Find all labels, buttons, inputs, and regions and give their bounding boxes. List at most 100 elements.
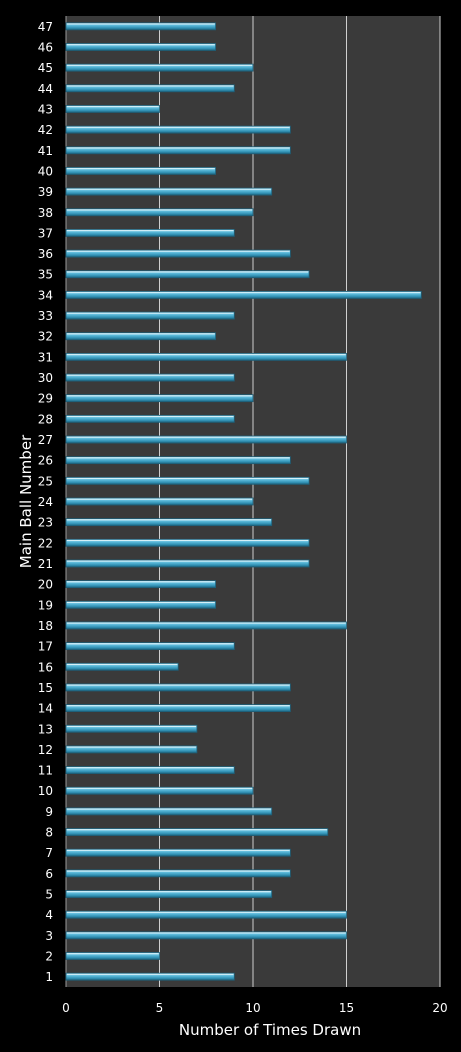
bar	[65, 414, 235, 423]
bar-group	[65, 43, 217, 51]
y-tick-label: 25	[38, 474, 53, 488]
bar	[65, 786, 254, 795]
x-tick-label: 15	[339, 1001, 354, 1015]
bar-group	[65, 208, 254, 217]
bar-group	[65, 910, 347, 919]
bar-group	[65, 352, 347, 361]
bar	[65, 311, 235, 320]
bars	[65, 22, 422, 981]
y-tick-label: 42	[38, 123, 53, 137]
y-tick-label: 33	[38, 309, 53, 323]
bar	[65, 291, 422, 299]
y-tick-label: 22	[38, 536, 53, 550]
bar-group	[65, 394, 254, 403]
y-tick-label: 28	[38, 412, 53, 426]
bar-group	[65, 63, 254, 72]
bar	[65, 125, 291, 134]
bar	[65, 621, 347, 630]
bar-group	[65, 807, 273, 816]
y-tick-label: 12	[38, 743, 53, 757]
bar	[65, 972, 235, 981]
bar	[65, 167, 217, 175]
y-tick-label: 19	[38, 598, 53, 612]
bar	[65, 105, 160, 113]
bar-group	[65, 890, 273, 898]
bar	[65, 63, 254, 72]
y-tick-labels: 1234567891011121314151617181920212223242…	[38, 20, 53, 984]
bar-group	[65, 848, 291, 857]
bar	[65, 518, 273, 527]
bar	[65, 373, 235, 382]
x-tick-labels: 0 5 10 15 20	[62, 1001, 447, 1015]
bar-group	[65, 869, 291, 878]
bar	[65, 724, 198, 733]
bar-group	[65, 786, 254, 795]
bar	[65, 890, 273, 898]
bar-group	[65, 167, 217, 175]
y-tick-label: 27	[38, 433, 53, 447]
y-tick-label: 36	[38, 247, 53, 261]
y-tick-label: 1	[45, 970, 53, 984]
bar	[65, 476, 310, 485]
bar	[65, 580, 217, 589]
bar-group	[65, 373, 235, 382]
y-tick-label: 17	[38, 640, 53, 654]
y-tick-label: 14	[38, 702, 53, 716]
y-tick-label: 6	[45, 867, 53, 881]
bar-group	[65, 84, 235, 93]
bar-group	[65, 270, 310, 279]
bar	[65, 332, 217, 341]
y-tick-label: 32	[38, 330, 53, 344]
bar	[65, 662, 179, 671]
bar	[65, 435, 347, 444]
bar	[65, 642, 235, 651]
y-tick-label: 20	[38, 578, 53, 592]
bar	[65, 229, 235, 237]
y-tick-label: 2	[45, 950, 53, 964]
bar	[65, 146, 291, 155]
bar	[65, 43, 217, 51]
bar	[65, 497, 254, 506]
bar-group	[65, 497, 254, 506]
y-tick-label: 38	[38, 206, 53, 220]
bar-group	[65, 456, 291, 465]
bar-group	[65, 518, 273, 527]
bar-group	[65, 972, 235, 981]
y-tick-label: 30	[38, 371, 53, 385]
bar	[65, 456, 291, 465]
y-tick-label: 47	[38, 20, 53, 34]
bar	[65, 828, 329, 836]
bar-group	[65, 332, 217, 341]
y-tick-label: 39	[38, 185, 53, 199]
bar-group	[65, 476, 310, 485]
y-tick-label: 46	[38, 40, 53, 54]
bar	[65, 766, 235, 774]
bar	[65, 187, 273, 196]
bar-group	[65, 683, 291, 692]
bar	[65, 249, 291, 258]
y-tick-label: 16	[38, 660, 53, 674]
bar-group	[65, 952, 160, 960]
bar-group	[65, 766, 235, 774]
bar-group	[65, 187, 273, 196]
bar-group	[65, 931, 347, 940]
y-tick-label: 21	[38, 557, 53, 571]
bar	[65, 869, 291, 878]
y-tick-label: 5	[45, 888, 53, 902]
y-tick-label: 45	[38, 61, 53, 75]
bar	[65, 600, 217, 609]
bar	[65, 270, 310, 279]
bar-group	[65, 538, 310, 547]
x-tick-label: 10	[245, 1001, 260, 1015]
y-tick-label: 43	[38, 102, 53, 116]
x-tick-label: 5	[156, 1001, 164, 1015]
y-tick-label: 10	[38, 784, 53, 798]
bar-group	[65, 105, 160, 113]
bar-group	[65, 291, 422, 299]
bar	[65, 704, 291, 712]
bar-group	[65, 662, 179, 671]
bar-group	[65, 600, 217, 609]
y-tick-label: 13	[38, 722, 53, 736]
bar	[65, 538, 310, 547]
